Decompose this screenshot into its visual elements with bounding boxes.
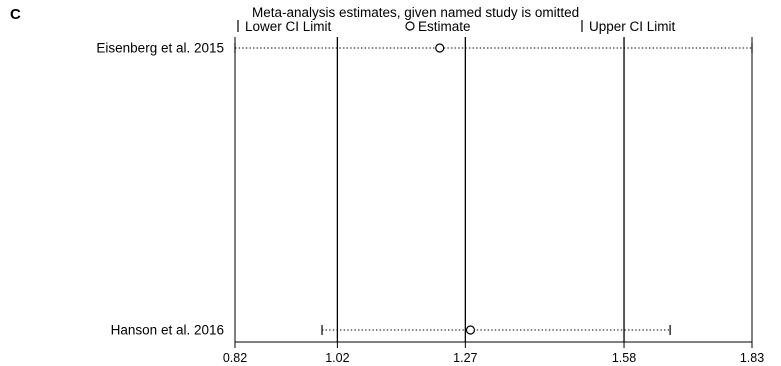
- x-axis-ticks: 0.82 1.02 1.27 1.58 1.83: [223, 342, 764, 365]
- legend-estimate-marker: [405, 21, 415, 31]
- x-tick-label: 1.27: [453, 351, 477, 365]
- estimate-marker: [435, 43, 445, 53]
- study-rows: Eisenberg et al. 2015 Hanson et al. 2016: [96, 41, 753, 338]
- legend-upper-label: Upper CI Limit: [589, 19, 676, 34]
- reference-lines: [336, 37, 625, 342]
- chart-title: Meta-analysis estimates, given named stu…: [252, 5, 579, 20]
- study-label: Hanson et al. 2016: [111, 323, 224, 338]
- legend-estimate-label: Estimate: [418, 19, 471, 34]
- study-label: Eisenberg et al. 2015: [96, 41, 224, 56]
- legend: Lower CI Limit Estimate Upper CI Limit: [237, 19, 676, 34]
- x-tick-label: 0.82: [223, 351, 247, 365]
- x-tick-label: 1.02: [325, 351, 349, 365]
- panel-letter: C: [10, 6, 21, 23]
- legend-lower-label: Lower CI Limit: [245, 19, 332, 34]
- x-tick-label: 1.83: [740, 351, 764, 365]
- estimate-marker: [465, 325, 476, 335]
- x-tick-label: 1.58: [612, 351, 636, 365]
